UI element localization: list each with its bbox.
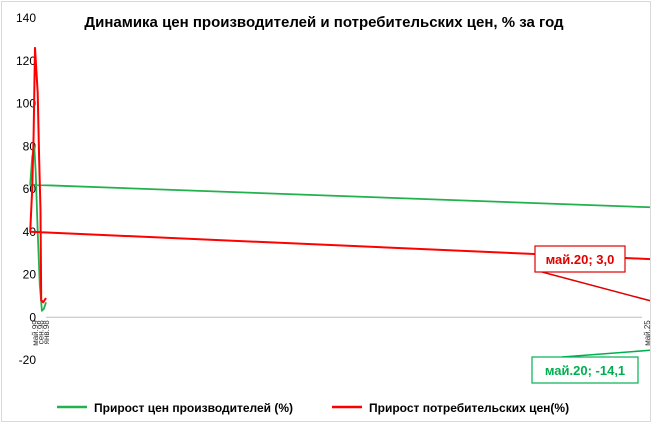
callout-ppi-box — [531, 356, 639, 384]
y-tick-label: 120 — [16, 54, 36, 68]
x-axis: янв.98сен.98май.99янв.00сен.00май.01янв.… — [31, 316, 650, 346]
legend-ppi-label: Прирост цен производителей (%) — [94, 401, 293, 415]
callout-ppi-label: май.20; -14,1 — [545, 363, 625, 378]
x-tick-label: сен.24 — [648, 320, 650, 345]
x-tick-label: янв.98 — [42, 320, 51, 345]
series-lines — [29, 46, 650, 312]
y-tick-label: 100 — [16, 97, 36, 111]
y-tick-label: 140 — [16, 11, 36, 25]
legend: Прирост цен производителей (%) Прирост п… — [57, 401, 569, 415]
x-tick-label: май.25 — [643, 320, 650, 346]
callout-ppi: май.20; -14,1 — [531, 349, 650, 384]
annotations: май.20; 3,0 май.20; -14,1 — [531, 245, 650, 384]
callout-cpi: май.20; 3,0 — [534, 245, 650, 302]
y-tick-label: -20 — [19, 353, 37, 367]
y-tick-label: 0 — [29, 310, 36, 324]
callout-cpi-box — [534, 245, 626, 273]
x-tick-label: сен.98 — [36, 320, 45, 345]
series-line-cpi — [29, 46, 650, 304]
chart-title: Динамика цен производителей и потребител… — [84, 14, 564, 31]
y-tick-label: 20 — [23, 268, 37, 282]
callout-ppi-leader — [561, 349, 650, 358]
callout-cpi-leader — [541, 271, 650, 302]
x-tick-label: май.99 — [31, 320, 40, 346]
callout-cpi-label: май.20; 3,0 — [546, 252, 615, 267]
legend-cpi-label: Прирост потребительских цен(%) — [369, 401, 569, 415]
